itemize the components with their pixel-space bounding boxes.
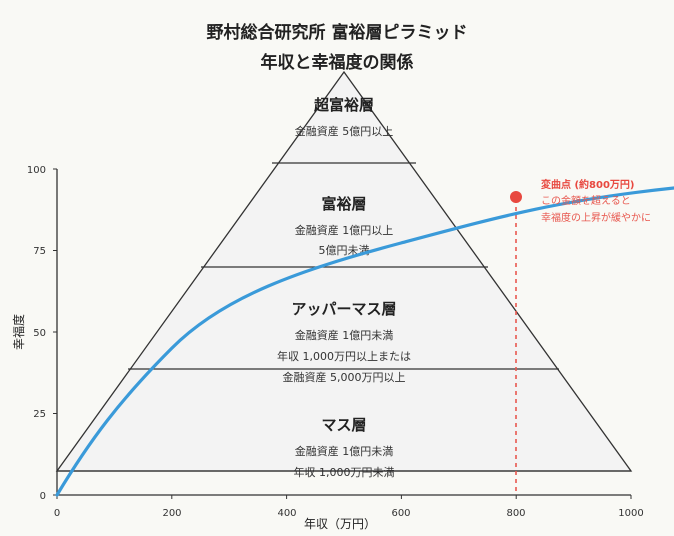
x-tick: 0 xyxy=(54,508,60,519)
y-tick: 75 xyxy=(33,246,46,257)
y-axis: 100 75 50 25 0 幸福度 xyxy=(11,165,58,502)
x-tick: 800 xyxy=(506,508,525,519)
annotation-line1: この金額を超えると xyxy=(541,194,631,207)
x-tick: 400 xyxy=(277,508,296,519)
x-axis-label: 年収（万円） xyxy=(304,517,376,531)
tier-desc: 年収 1,000万円未満 xyxy=(294,465,395,479)
tier-upper-mass: アッパーマス層 金融資産 1億円未満 年収 1,000万円以上または 金融資産 … xyxy=(277,300,411,384)
annotation-line2: 幸福度の上昇が緩やかに xyxy=(541,211,651,224)
tier-title: マス層 xyxy=(321,416,366,434)
x-tick: 600 xyxy=(391,508,410,519)
tier-title: 超富裕層 xyxy=(313,96,374,114)
tier-desc: 金融資産 5億円以上 xyxy=(295,124,394,138)
tier-title: 富裕層 xyxy=(321,195,366,213)
tier-desc: 年収 1,000万円以上または xyxy=(277,349,411,363)
tier-title: アッパーマス層 xyxy=(291,300,396,318)
chart-subtitle: 年収と幸福度の関係 xyxy=(260,53,414,73)
x-tick: 200 xyxy=(162,508,181,519)
happiness-curve xyxy=(55,186,674,497)
y-tick: 50 xyxy=(33,328,46,339)
y-axis-label: 幸福度 xyxy=(11,314,26,350)
inflection-point-marker xyxy=(510,191,522,203)
x-axis: 0 200 400 600 800 1000 年収（万円） xyxy=(54,494,644,531)
y-tick: 25 xyxy=(33,409,46,420)
tier-desc: 金融資産 1億円未満 xyxy=(295,328,394,342)
tier-super-rich: 超富裕層 金融資産 5億円以上 xyxy=(295,96,394,138)
annotation-title: 変曲点 (約800万円) xyxy=(541,178,635,191)
tier-desc: 金融資産 1億円未満 xyxy=(295,444,394,458)
y-tick: 100 xyxy=(27,165,46,176)
inflection-annotation: 変曲点 (約800万円) この金額を超えると 幸福度の上昇が緩やかに xyxy=(541,178,651,224)
tier-mass: マス層 金融資産 1億円未満 年収 1,000万円未満 xyxy=(294,416,395,479)
y-tick: 0 xyxy=(40,491,46,502)
x-tick: 1000 xyxy=(618,508,643,519)
tier-desc: 金融資産 1億円以上 xyxy=(295,223,394,237)
chart-title: 野村総合研究所 富裕層ピラミッド xyxy=(206,23,468,43)
tier-desc: 金融資産 5,000万円以上 xyxy=(283,370,406,384)
pyramid xyxy=(55,70,633,472)
